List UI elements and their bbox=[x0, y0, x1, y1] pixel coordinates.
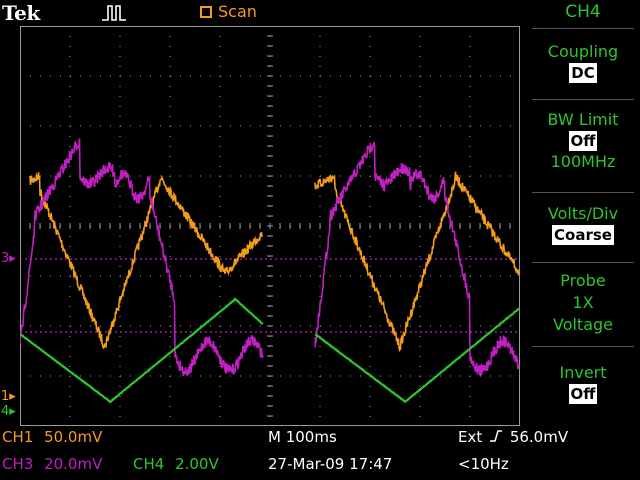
coupling-button[interactable]: Coupling DC bbox=[528, 28, 638, 98]
scan-square-icon bbox=[200, 5, 212, 18]
probe-attenuation: 1X bbox=[572, 293, 594, 312]
volts-div-label: Volts/Div bbox=[547, 204, 619, 223]
ch3-scale: 20.0mV bbox=[44, 455, 103, 473]
ch4-ref-marker: 4▸ bbox=[1, 404, 16, 419]
ch4-readout[interactable]: CH4 2.00V bbox=[133, 455, 219, 473]
ch3-name: CH3 bbox=[2, 455, 34, 473]
coupling-value: DC bbox=[569, 63, 597, 83]
invert-label: Invert bbox=[559, 363, 607, 382]
probe-label: Probe bbox=[560, 271, 606, 290]
coupling-label: Coupling bbox=[547, 42, 619, 61]
acquisition-mode-label: Scan bbox=[218, 2, 257, 21]
ch3-waveform-trace bbox=[20, 138, 264, 377]
ch1-scale: 50.0mV bbox=[44, 428, 103, 446]
ch1-name: CH1 bbox=[2, 428, 34, 446]
ch1-ref-label: 1 bbox=[1, 389, 10, 404]
acquisition-mode: Scan bbox=[200, 2, 257, 21]
ch4-scale: 2.00V bbox=[175, 455, 219, 473]
rising-edge-icon bbox=[490, 430, 503, 442]
waveform-display[interactable] bbox=[20, 26, 520, 426]
side-menu-title: CH4 bbox=[565, 2, 601, 22]
ch1-waveform-trace bbox=[314, 171, 520, 353]
ch3-waveform-trace bbox=[314, 140, 520, 376]
ch4-ref-label: 4 bbox=[1, 404, 10, 419]
invert-value: Off bbox=[568, 384, 598, 404]
invert-button[interactable]: Invert Off bbox=[528, 346, 638, 416]
volts-div-value: Coarse bbox=[552, 225, 614, 245]
bw-limit-label: BW Limit bbox=[547, 110, 619, 129]
divider bbox=[532, 28, 634, 29]
ch1-readout[interactable]: CH1 50.0mV bbox=[2, 428, 102, 446]
probe-type: Voltage bbox=[552, 315, 613, 334]
bw-limit-value: Off bbox=[568, 131, 598, 151]
divider bbox=[532, 346, 634, 347]
ch1-waveform-trace bbox=[29, 172, 263, 350]
trigger-pulse-icon bbox=[102, 5, 126, 21]
trigger-frequency: <10Hz bbox=[458, 455, 509, 473]
ch4-waveform-trace bbox=[20, 297, 264, 404]
brand-logo: Tek bbox=[2, 1, 40, 25]
bw-limit-button[interactable]: BW Limit Off 100MHz bbox=[528, 99, 638, 183]
divider bbox=[532, 262, 634, 263]
ch3-readout[interactable]: CH3 20.0mV bbox=[2, 455, 102, 473]
trigger-level: 56.0mV bbox=[509, 428, 569, 446]
ch4-waveform-trace bbox=[314, 307, 520, 404]
bw-limit-frequency: 100MHz bbox=[550, 152, 616, 171]
divider bbox=[532, 99, 634, 100]
waveform-graticule bbox=[20, 26, 520, 426]
trigger-readout[interactable]: Ext 56.0mV bbox=[458, 428, 568, 446]
timebase-readout[interactable]: M 100ms bbox=[268, 428, 337, 446]
side-menu: CH4 Coupling DC BW Limit Off 100MHz Volt… bbox=[526, 0, 640, 480]
volts-div-button[interactable]: Volts/Div Coarse bbox=[528, 192, 638, 262]
ch1-ref-marker: 1▸ bbox=[1, 389, 16, 404]
ch4-name: CH4 bbox=[133, 455, 165, 473]
divider bbox=[532, 192, 634, 193]
bottom-status-bar: CH1 50.0mV M 100ms Ext 56.0mV CH3 20.0mV… bbox=[0, 426, 640, 480]
trigger-source: Ext bbox=[458, 428, 483, 446]
top-status-bar: Tek Scan bbox=[0, 0, 526, 26]
date-time: 27-Mar-09 17:47 bbox=[268, 455, 393, 473]
ch3-ref-marker: 3▸ bbox=[1, 251, 16, 266]
probe-button[interactable]: Probe 1X Voltage bbox=[528, 262, 638, 346]
ch3-ref-label: 3 bbox=[1, 251, 10, 266]
